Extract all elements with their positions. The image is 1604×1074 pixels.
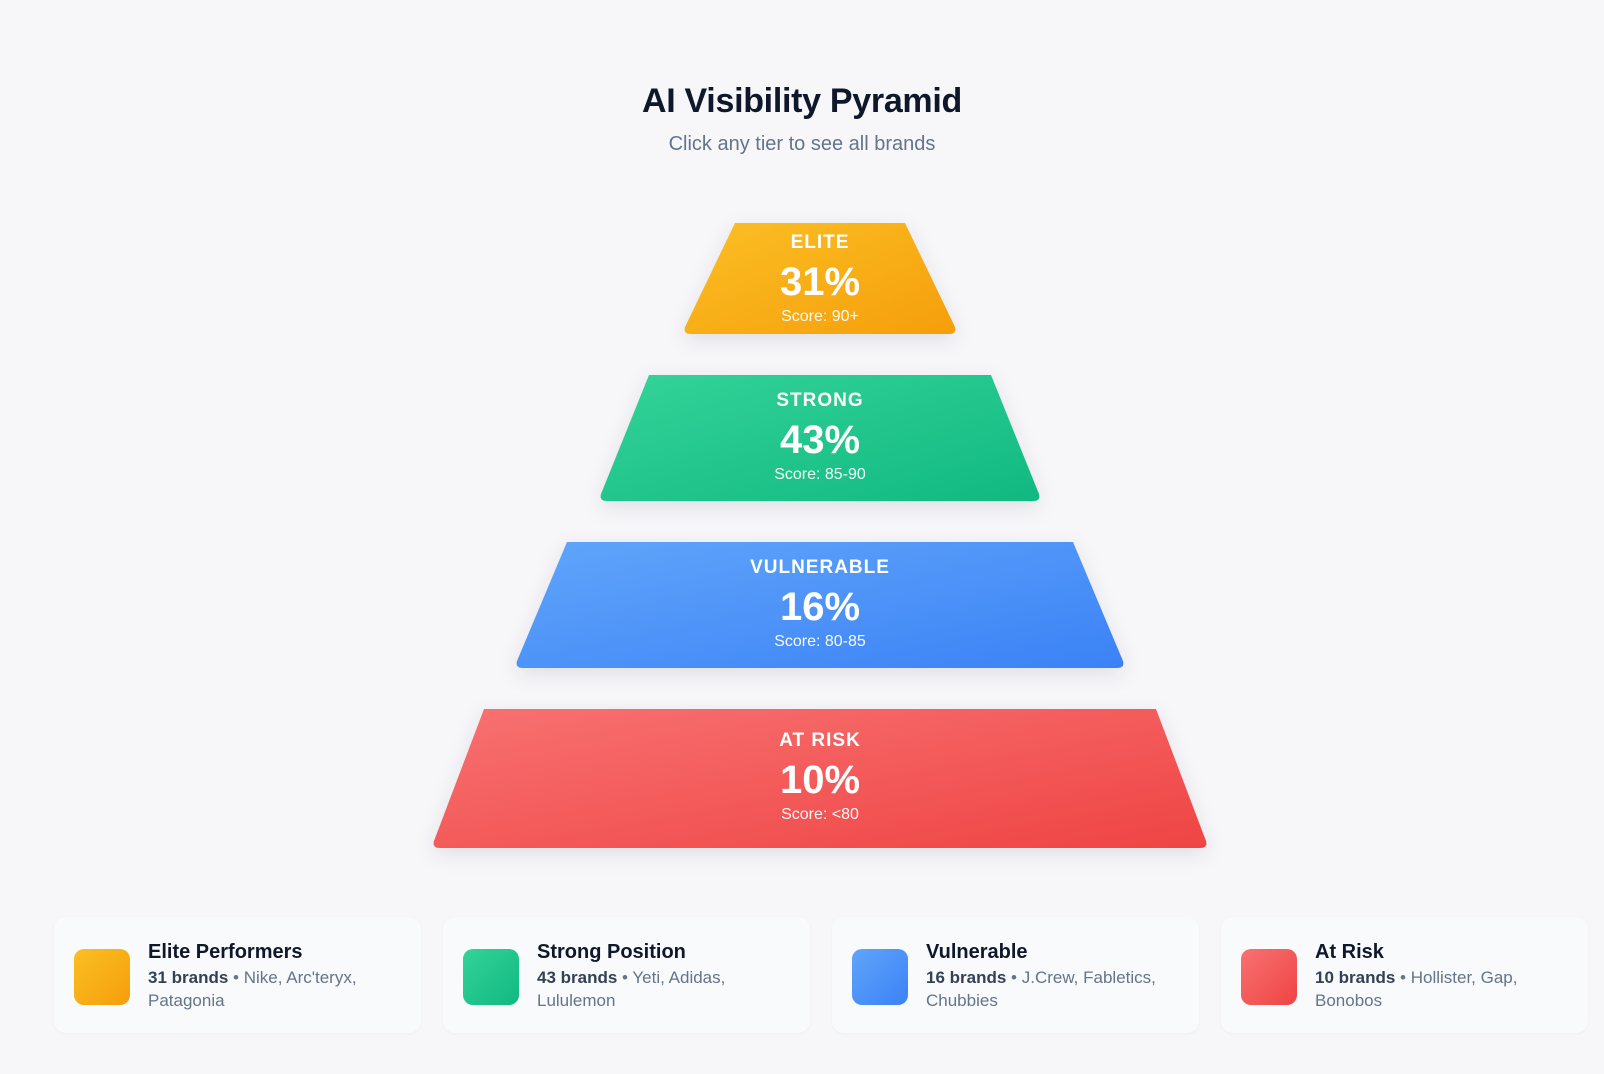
legend-title: Vulnerable: [926, 941, 1028, 963]
tier-vulnerable-name: VULNERABLE: [750, 557, 890, 578]
legend: Elite Performers 31 brands • Nike, Arc't…: [54, 917, 1588, 1033]
legend-separator: •: [1006, 968, 1022, 987]
legend-description: 31 brands • Nike, Arc'teryx, Patagonia: [148, 966, 401, 1012]
legend-brands: Nike, Arc'teryx, Patagonia: [148, 968, 357, 1010]
legend-separator: •: [228, 968, 244, 987]
tier-elite-name: ELITE: [790, 232, 850, 253]
tier-elite-content: ELITE 31% Score: 90+: [683, 231, 957, 327]
page-subtitle: Click any tier to see all brands: [668, 133, 936, 155]
tier-at-risk-percent: 10%: [779, 758, 861, 802]
legend-card-elite[interactable]: Elite Performers 31 brands • Nike, Arc't…: [54, 917, 421, 1033]
tier-vulnerable-shape: [516, 542, 1124, 668]
tier-vulnerable-content: VULNERABLE 16% Score: 80-85: [515, 556, 1125, 652]
legend-swatch-vulnerable: [852, 949, 908, 1005]
tier-vulnerable-score: Score: 80-85: [774, 633, 866, 650]
legend-text: Strong Position 43 brands • Yeti, Adidas…: [537, 939, 790, 1012]
legend-brands: Yeti, Adidas, Lululemon: [537, 968, 726, 1010]
tier-elite-shape: [684, 223, 956, 334]
tier-at-risk[interactable]: AT RISK 10% Score: <80: [432, 709, 1208, 848]
legend-text: At Risk 10 brands • Hollister, Gap, Bono…: [1315, 939, 1568, 1012]
visibility-pyramid: ELITE 31% Score: 90+ STRONG 43% Score: 8…: [432, 223, 1208, 848]
tier-elite-score: Score: 90+: [781, 308, 859, 325]
legend-description: 10 brands • Hollister, Gap, Bonobos: [1315, 966, 1568, 1012]
tier-at-risk-name: AT RISK: [779, 730, 861, 751]
legend-count: 10 brands: [1315, 968, 1396, 987]
tier-vulnerable-percent: 16%: [779, 585, 861, 629]
legend-brands: Hollister, Gap, Bonobos: [1315, 968, 1518, 1010]
legend-title: Elite Performers: [148, 941, 303, 963]
tier-at-risk-score: Score: <80: [781, 806, 859, 823]
legend-swatch-elite: [74, 949, 130, 1005]
tier-at-risk-content: AT RISK 10% Score: <80: [432, 729, 1208, 825]
tier-at-risk-shape: [433, 709, 1207, 848]
tier-vulnerable[interactable]: VULNERABLE 16% Score: 80-85: [515, 542, 1125, 668]
legend-title: Strong Position: [537, 941, 686, 963]
legend-description: 43 brands • Yeti, Adidas, Lululemon: [537, 966, 790, 1012]
legend-description: 16 brands • J.Crew, Fabletics, Chubbies: [926, 966, 1179, 1012]
legend-count: 16 brands: [926, 968, 1007, 987]
tier-strong-shape: [600, 375, 1040, 501]
tier-elite[interactable]: ELITE 31% Score: 90+: [683, 223, 957, 334]
legend-separator: •: [617, 968, 633, 987]
legend-brands: J.Crew, Fabletics, Chubbies: [926, 968, 1156, 1010]
tier-strong-score: Score: 85-90: [774, 466, 866, 483]
legend-card-at-risk[interactable]: At Risk 10 brands • Hollister, Gap, Bono…: [1221, 917, 1588, 1033]
tier-strong-content: STRONG 43% Score: 85-90: [599, 389, 1041, 485]
tier-strong-percent: 43%: [779, 418, 861, 462]
legend-separator: •: [1395, 968, 1411, 987]
header: AI Visibility Pyramid Click any tier to …: [0, 78, 1604, 158]
legend-title: At Risk: [1315, 941, 1384, 963]
tier-strong-name: STRONG: [776, 390, 864, 411]
legend-card-vulnerable[interactable]: Vulnerable 16 brands • J.Crew, Fabletics…: [832, 917, 1199, 1033]
tier-elite-percent: 31%: [779, 260, 861, 304]
legend-swatch-at-risk: [1241, 949, 1297, 1005]
legend-text: Vulnerable 16 brands • J.Crew, Fabletics…: [926, 939, 1179, 1012]
legend-count: 31 brands: [148, 968, 229, 987]
legend-card-strong[interactable]: Strong Position 43 brands • Yeti, Adidas…: [443, 917, 810, 1033]
legend-text: Elite Performers 31 brands • Nike, Arc't…: [148, 939, 401, 1012]
tier-strong[interactable]: STRONG 43% Score: 85-90: [599, 375, 1041, 501]
legend-count: 43 brands: [537, 968, 618, 987]
legend-swatch-strong: [463, 949, 519, 1005]
page-title: AI Visibility Pyramid: [642, 82, 962, 120]
